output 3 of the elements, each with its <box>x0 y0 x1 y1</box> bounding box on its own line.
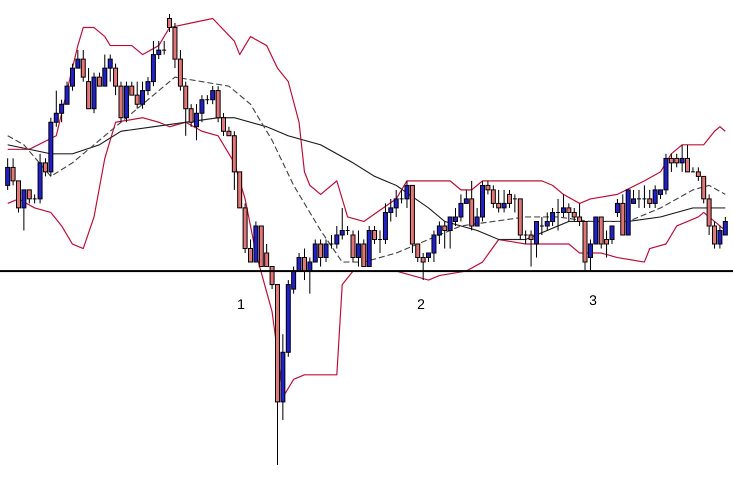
annotation: 3 <box>589 292 598 308</box>
annotation: 2 <box>417 296 426 312</box>
annotation: 1 <box>237 296 246 312</box>
